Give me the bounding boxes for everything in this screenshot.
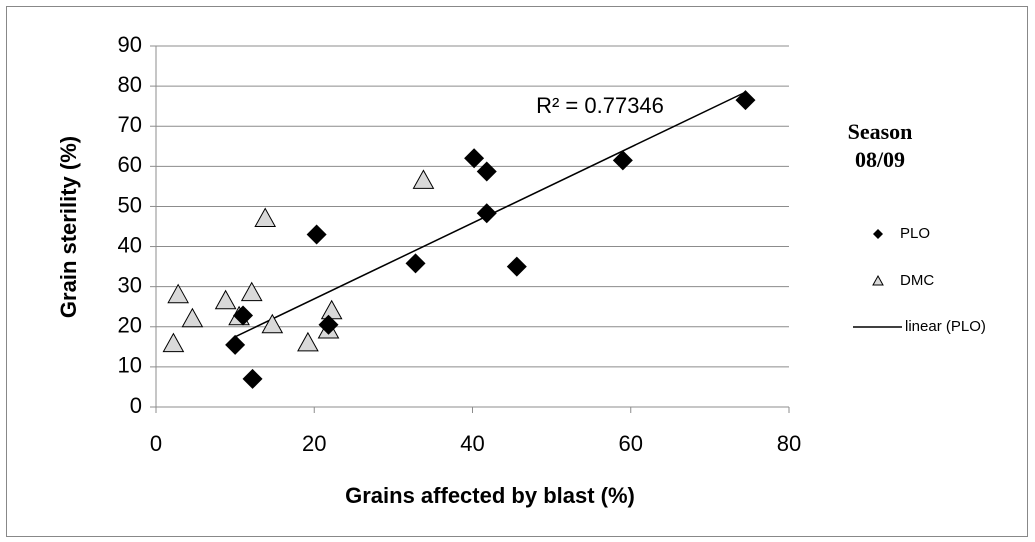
point (242, 368, 263, 389)
y-tick-label: 20 (118, 313, 142, 338)
point (506, 256, 527, 277)
point (167, 283, 190, 304)
legend-label: PLO (900, 225, 930, 242)
point (464, 148, 485, 169)
y-tick-label: 40 (118, 232, 142, 257)
y-tick-label: 10 (118, 353, 142, 378)
point (254, 207, 277, 227)
y-tick-label: 70 (118, 112, 142, 137)
y-axis-label: Grain sterility (%) (56, 136, 81, 318)
point (318, 314, 339, 335)
annotation: R² = 0.77346 (536, 93, 664, 118)
point (214, 289, 237, 310)
point (735, 90, 756, 111)
y-tick-label: 30 (118, 272, 142, 297)
point (476, 161, 497, 182)
point (612, 150, 633, 171)
point (225, 334, 246, 355)
x-tick-label: 0 (150, 431, 162, 456)
point (240, 281, 263, 302)
x-tick-label: 40 (460, 431, 484, 456)
y-tick-label: 80 (118, 72, 142, 97)
legend-swatch (872, 274, 884, 286)
point (306, 224, 327, 245)
x-tick-label: 20 (302, 431, 326, 456)
legend-label: linear (PLO) (905, 318, 986, 335)
point (476, 203, 497, 224)
point (297, 331, 319, 352)
legend-label: DMC (900, 272, 934, 289)
point (261, 313, 284, 334)
point (405, 253, 426, 274)
y-tick-label: 90 (118, 32, 142, 57)
point (233, 305, 254, 326)
point (181, 307, 204, 328)
point (412, 169, 435, 189)
x-tick-label: 80 (777, 431, 801, 456)
legend-title: Season (848, 119, 913, 144)
legend-swatch (873, 229, 883, 239)
y-tick-label: 0 (130, 393, 142, 418)
y-tick-label: 50 (118, 192, 142, 217)
y-tick-label: 60 (118, 152, 142, 177)
point (162, 332, 185, 353)
legend-title: 08/09 (855, 147, 905, 172)
x-tick-label: 60 (619, 431, 643, 456)
x-axis-label: Grains affected by blast (%) (345, 483, 635, 508)
